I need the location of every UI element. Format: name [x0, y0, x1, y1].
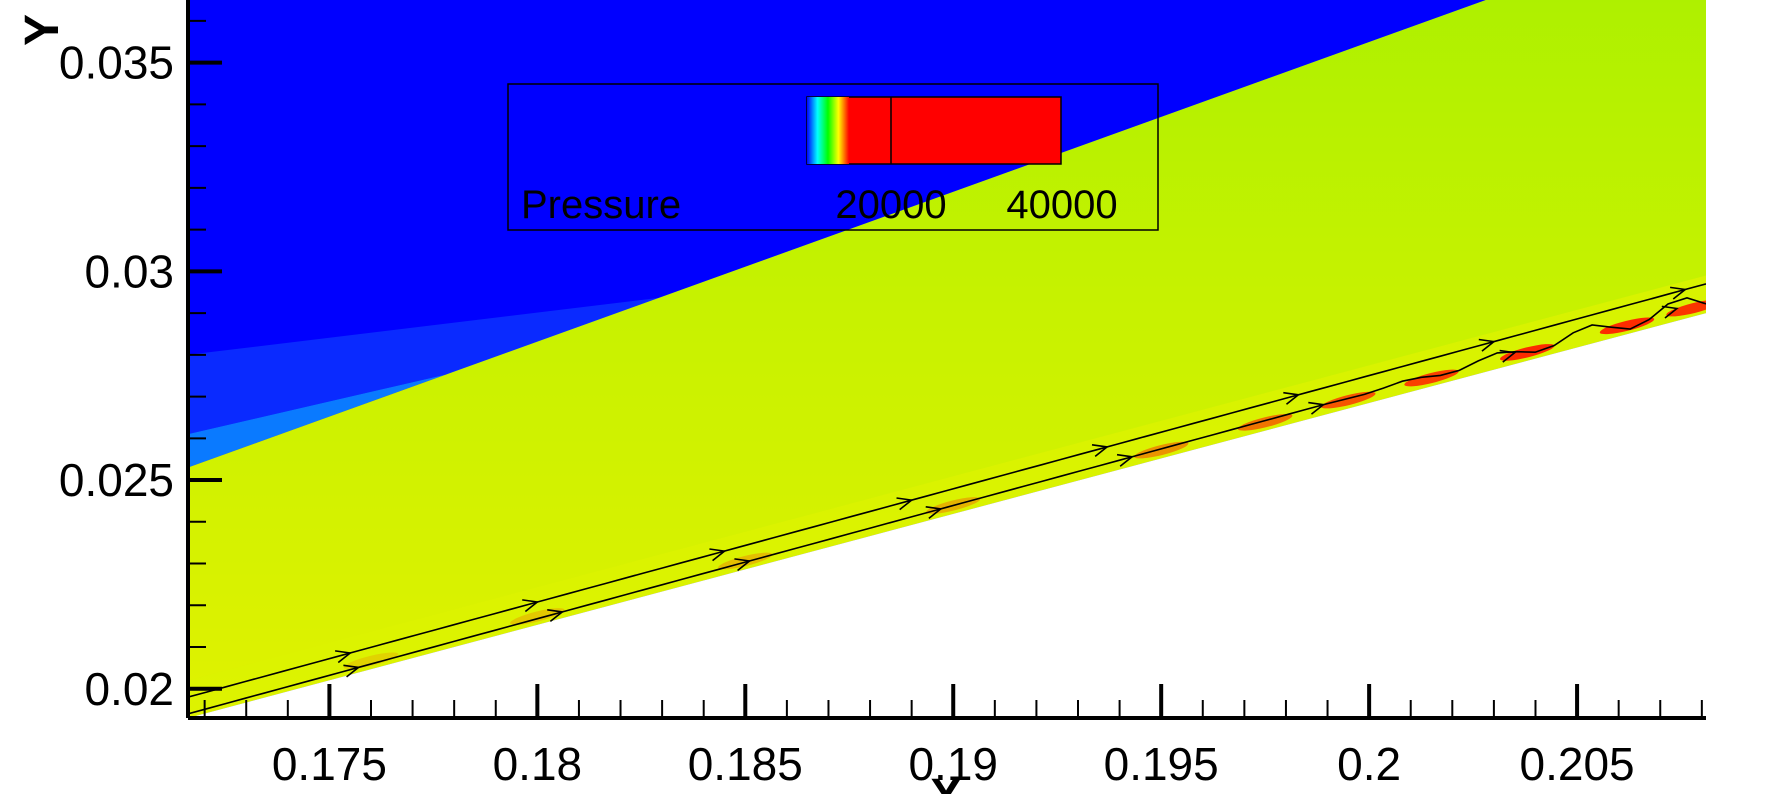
- legend-frame: [507, 83, 1159, 231]
- y-axis-title: Y: [16, 14, 69, 46]
- x-tick-label-6: 0.205: [1520, 738, 1635, 790]
- region-near-wall: [188, 275, 1706, 718]
- upper-streamline: [188, 283, 1706, 698]
- legend-title: Pressure: [521, 183, 681, 227]
- wall-hotspot-6: [1321, 391, 1376, 409]
- x-tick-label-5: 0.2: [1337, 738, 1401, 790]
- wall-hotspot-0: [343, 652, 399, 670]
- legend-tick-label-0: 20000: [835, 183, 946, 227]
- region-post-shock: [188, 0, 1706, 718]
- wall-body: [188, 313, 1706, 718]
- x-tick-label-4: 0.195: [1104, 738, 1219, 790]
- upper-streamline-arrow-1: [522, 599, 540, 613]
- colorbar-gradient: [807, 97, 849, 164]
- lower-streamline-arrow-7: [1661, 305, 1679, 319]
- y-tick-label-2: 0.03: [84, 245, 174, 297]
- y-tick-label-1: 0.025: [59, 454, 174, 506]
- wall-hotspot-10: [1666, 299, 1706, 317]
- upper-streamline-arrow-4: [1091, 443, 1110, 457]
- x-tick-label-2: 0.185: [688, 738, 803, 790]
- lower-streamline-arrow-6: [1499, 349, 1517, 363]
- lower-streamline-arrow-5: [1308, 401, 1326, 415]
- upper-streamline-arrow-5: [1283, 391, 1301, 405]
- upper-streamline-arrow-6: [1478, 338, 1496, 352]
- upper-streamline-arrow-7: [1670, 286, 1688, 300]
- wall-hotspot-5: [1238, 413, 1293, 431]
- legend: Pressure 20000 40000: [507, 83, 1159, 231]
- upper-streamline-arrow-2: [709, 548, 727, 562]
- lower-streamline-arrow-4: [1116, 453, 1135, 467]
- lower-streamline-arrow-2: [734, 558, 752, 572]
- y-tick-label-3: 0.035: [59, 37, 174, 89]
- colorbar: [806, 96, 1062, 165]
- upper-streamline-arrow-0: [335, 650, 353, 664]
- x-tick-label-0: 0.175: [272, 738, 387, 790]
- x-tick-label-1: 0.18: [493, 738, 583, 790]
- lower-streamline: [188, 297, 1706, 715]
- wall-hotspot-9: [1599, 317, 1655, 335]
- x-axis-title: X: [930, 770, 962, 794]
- lower-streamline-arrow-1: [547, 608, 565, 622]
- lower-streamline-arrow-0: [343, 664, 361, 678]
- x-tick-label-3: 0.19: [908, 738, 998, 790]
- wall-hotspot-1: [510, 608, 565, 625]
- y-tick-label-0: 0.02: [84, 663, 174, 715]
- legend-tick-label-1: 40000: [1006, 183, 1117, 227]
- lower-streamline-arrow-3: [925, 505, 943, 519]
- upper-streamline-arrow-3: [896, 497, 914, 511]
